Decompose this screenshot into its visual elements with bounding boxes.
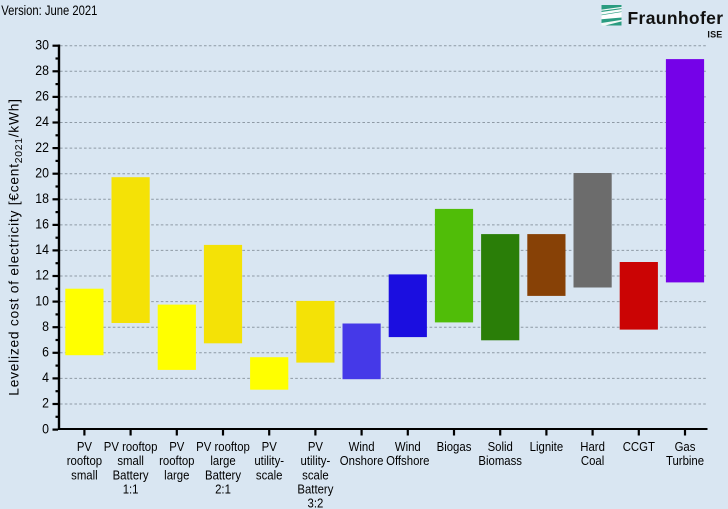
svg-text:Battery: Battery <box>297 482 333 497</box>
svg-text:6: 6 <box>42 344 49 360</box>
svg-text:PV rooftop: PV rooftop <box>104 439 158 454</box>
svg-text:PV rooftop: PV rooftop <box>196 439 250 454</box>
svg-text:16: 16 <box>35 216 49 232</box>
svg-text:large: large <box>164 468 190 483</box>
svg-text:Solid: Solid <box>488 439 513 454</box>
svg-text:rooftop: rooftop <box>67 454 103 469</box>
svg-text:14: 14 <box>35 242 49 258</box>
svg-text:CCGT: CCGT <box>623 439 656 454</box>
svg-text:24: 24 <box>35 114 49 130</box>
svg-text:rooftop: rooftop <box>159 454 195 469</box>
svg-text:3:2: 3:2 <box>307 496 323 509</box>
svg-text:10: 10 <box>35 293 49 309</box>
svg-text:utility-: utility- <box>301 454 331 469</box>
svg-text:Onshore: Onshore <box>340 454 384 469</box>
svg-text:Lignite: Lignite <box>530 439 564 454</box>
svg-text:small: small <box>71 468 98 483</box>
svg-text:ISE: ISE <box>707 30 722 40</box>
svg-text:scale: scale <box>302 468 329 483</box>
svg-text:22: 22 <box>35 139 49 155</box>
svg-text:Fraunhofer: Fraunhofer <box>628 8 724 28</box>
svg-text:2:1: 2:1 <box>215 482 231 497</box>
svg-text:4: 4 <box>42 370 49 386</box>
svg-text:0: 0 <box>42 421 49 437</box>
svg-text:utility-: utility- <box>254 454 284 469</box>
svg-text:8: 8 <box>42 318 49 334</box>
svg-text:large: large <box>210 454 236 469</box>
svg-text:Version: June 2021: Version: June 2021 <box>1 3 97 18</box>
svg-text:Levelized cost of electricity: Levelized cost of electricity [€cent2021… <box>7 98 25 395</box>
svg-text:Gas: Gas <box>675 439 696 454</box>
svg-text:12: 12 <box>35 267 49 283</box>
svg-text:PV: PV <box>262 439 277 454</box>
svg-text:PV: PV <box>308 439 323 454</box>
svg-text:Wind: Wind <box>349 439 375 454</box>
svg-text:Battery: Battery <box>205 468 241 483</box>
svg-text:28: 28 <box>35 63 49 79</box>
svg-text:PV: PV <box>169 439 184 454</box>
svg-text:20: 20 <box>35 165 49 181</box>
svg-text:Biogas: Biogas <box>437 439 472 454</box>
svg-text:Biomass: Biomass <box>478 454 522 469</box>
svg-text:2: 2 <box>42 395 49 411</box>
svg-text:small: small <box>117 454 144 469</box>
svg-text:18: 18 <box>35 191 49 207</box>
svg-text:PV: PV <box>77 439 92 454</box>
svg-text:scale: scale <box>256 468 283 483</box>
svg-text:1:1: 1:1 <box>123 482 139 497</box>
svg-text:Wind: Wind <box>395 439 421 454</box>
svg-text:Coal: Coal <box>581 454 604 469</box>
svg-text:Turbine: Turbine <box>666 454 704 469</box>
svg-text:30: 30 <box>35 37 49 53</box>
svg-text:Hard: Hard <box>580 439 605 454</box>
svg-text:Offshore: Offshore <box>386 454 430 469</box>
svg-text:26: 26 <box>35 88 49 104</box>
svg-text:Battery: Battery <box>113 468 149 483</box>
